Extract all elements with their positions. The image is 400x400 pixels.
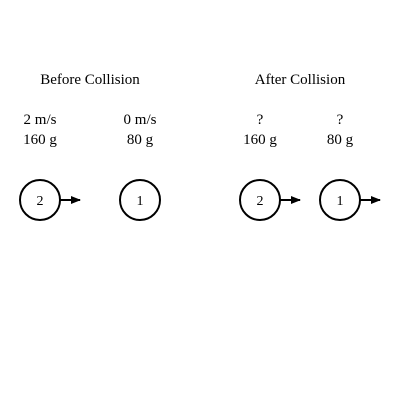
after-ball-1-label: 1: [337, 194, 344, 209]
before-ball-1-label: 1: [137, 194, 144, 209]
before-ball-1-speed: 0 m/s: [123, 112, 157, 128]
before-ball-1: 1: [119, 179, 161, 221]
after-ball-2-speed: ?: [256, 112, 264, 128]
before-ball-2-speed: 2 m/s: [23, 112, 57, 128]
before-ball-2-label: 2: [37, 194, 44, 209]
after-ball-1: 1: [319, 179, 381, 221]
after-ball-2-mass: 160 g: [243, 132, 277, 148]
after-ball-1-speed: ?: [336, 112, 344, 128]
after-ball-2: 2: [239, 179, 301, 221]
before-ball-2: 2: [19, 179, 81, 221]
before-ball-1-mass: 80 g: [126, 132, 154, 148]
before-ball-2-mass: 160 g: [23, 132, 57, 148]
after-collision-title: After Collision: [254, 72, 346, 88]
after-ball-2-label: 2: [257, 194, 264, 209]
before-ball-1-circle: [119, 179, 161, 221]
before-collision-title: Before Collision: [40, 72, 140, 88]
after-ball-1-mass: 80 g: [326, 132, 354, 148]
